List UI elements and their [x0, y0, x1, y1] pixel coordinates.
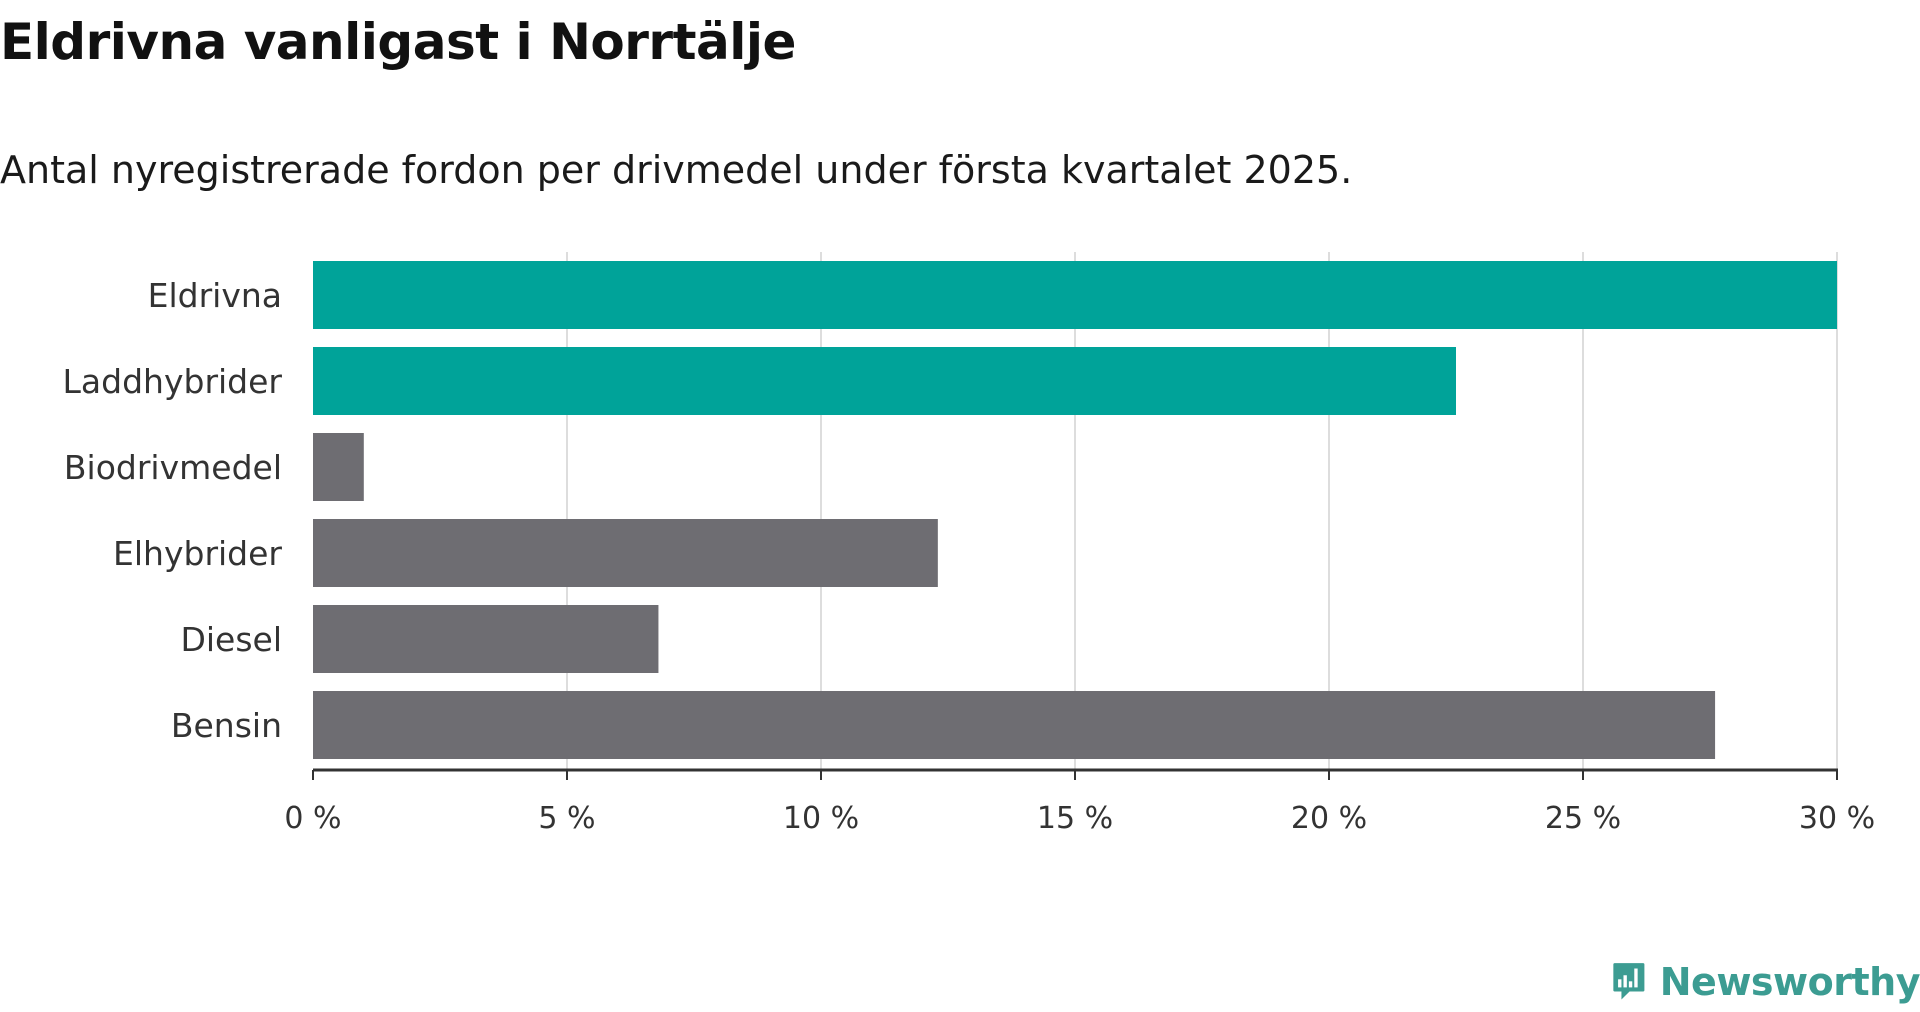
category-label: Diesel [180, 620, 282, 659]
x-tick-label: 0 % [284, 801, 341, 836]
chart-title: Eldrivna vanligast i Norrtälje [0, 13, 796, 71]
bar-diesel [313, 605, 659, 673]
speech-bubble-shape [1613, 963, 1645, 1000]
bar-biodrivmedel [313, 433, 364, 501]
x-tick-label: 20 % [1291, 801, 1367, 836]
x-tick-label: 30 % [1799, 801, 1875, 836]
logo-bar-2 [1623, 975, 1627, 988]
gridlines [566, 252, 1838, 770]
bar-eldrivna [313, 261, 1837, 329]
bar-laddhybrider [313, 347, 1456, 415]
x-axis: 0 % 5 % 10 % 15 % 20 % 25 % 30 % [284, 768, 1875, 836]
x-tick-label: 15 % [1037, 801, 1113, 836]
category-label: Eldrivna [148, 276, 282, 315]
category-label: Biodrivmedel [64, 448, 282, 487]
logo-bar-1 [1618, 979, 1622, 988]
bar-bensin [313, 691, 1716, 759]
newsworthy-brand: Newsworthy [1612, 952, 1920, 1012]
chart-subtitle: Antal nyregistrerade fordon per drivmede… [0, 148, 1353, 192]
bars [313, 261, 1837, 759]
category-labels: Eldrivna Laddhybrider Biodrivmedel Elhybrid… [63, 276, 283, 745]
logo-bar-3 [1628, 981, 1633, 988]
x-tick-label: 10 % [783, 801, 859, 836]
bar-elhybrider [313, 519, 938, 587]
logo-bar-4 [1634, 968, 1638, 988]
x-tick-label: 25 % [1545, 801, 1621, 836]
brand-name: Newsworthy [1659, 960, 1920, 1004]
category-label: Elhybrider [113, 534, 282, 573]
newsworthy-logo-icon [1613, 963, 1645, 1000]
category-label: Bensin [171, 706, 282, 745]
category-label: Laddhybrider [63, 362, 283, 401]
x-tick-label: 5 % [538, 801, 595, 836]
